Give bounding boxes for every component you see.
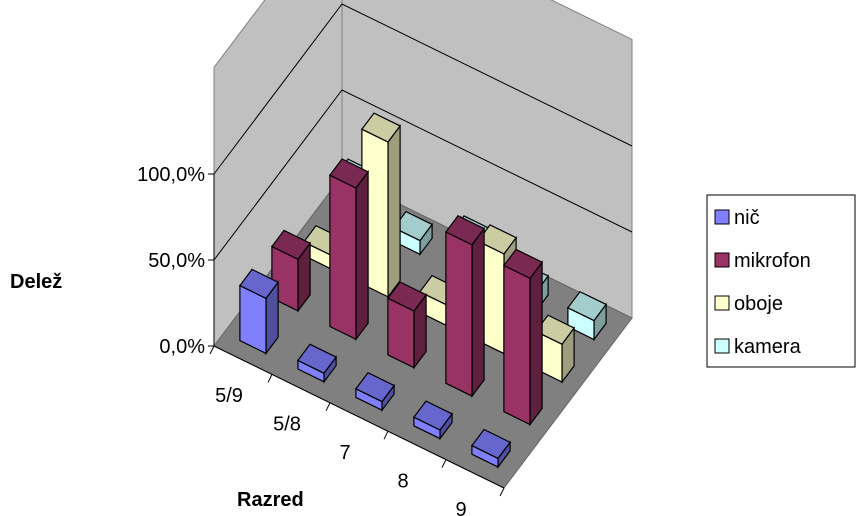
- bar: [470, 428, 512, 469]
- legend-label: mikrofon: [734, 250, 811, 272]
- bar: [386, 281, 428, 370]
- x-tick-mark: [267, 374, 273, 383]
- x-tick-label: 7: [339, 442, 350, 464]
- x-tick-mark: [325, 402, 331, 412]
- bar: [444, 215, 486, 398]
- legend: nič mikrofon oboje kamera: [706, 194, 856, 368]
- bar: [412, 400, 454, 441]
- legend-swatch: [714, 338, 730, 354]
- x-axis: 5/9 5/8 7 8 9: [209, 345, 505, 516]
- legend-label: kamera: [734, 336, 802, 358]
- gridline: [213, 3, 633, 175]
- x-axis-line: [213, 345, 505, 489]
- bar: [502, 248, 544, 427]
- x-tick-mark: [441, 459, 447, 468]
- gridline: [213, 89, 633, 261]
- y-tick-label: 100,0%: [137, 164, 205, 186]
- x-tick-label: 8: [397, 470, 408, 492]
- legend-swatch: [714, 252, 730, 268]
- bar: [238, 268, 280, 356]
- y-tick-label: 0,0%: [159, 336, 205, 358]
- x-axis-title: Razred: [237, 489, 304, 511]
- bar: [270, 229, 312, 313]
- legend-swatch: [714, 295, 730, 311]
- legend-swatch: [714, 209, 730, 225]
- bar: [354, 371, 396, 412]
- x-tick-mark: [209, 345, 215, 355]
- legend-label: oboje: [734, 293, 783, 315]
- y-tick-label: 50,0%: [148, 250, 205, 272]
- x-tick-mark: [383, 430, 389, 440]
- bar-area: [238, 112, 608, 469]
- x-tick-label: 9: [455, 499, 466, 516]
- x-tick-label: 5/8: [273, 414, 301, 436]
- legend-label: nič: [734, 207, 760, 229]
- x-tick-mark: [499, 487, 505, 497]
- bar: [566, 290, 608, 342]
- x-tick-label: 5/9: [215, 385, 243, 407]
- y-axis: 0,0% 50,0% 100,0%: [137, 164, 215, 358]
- bar: [328, 158, 370, 342]
- y-axis-title: Delež: [10, 271, 62, 293]
- legend-box: [706, 194, 856, 368]
- bar: [296, 343, 338, 384]
